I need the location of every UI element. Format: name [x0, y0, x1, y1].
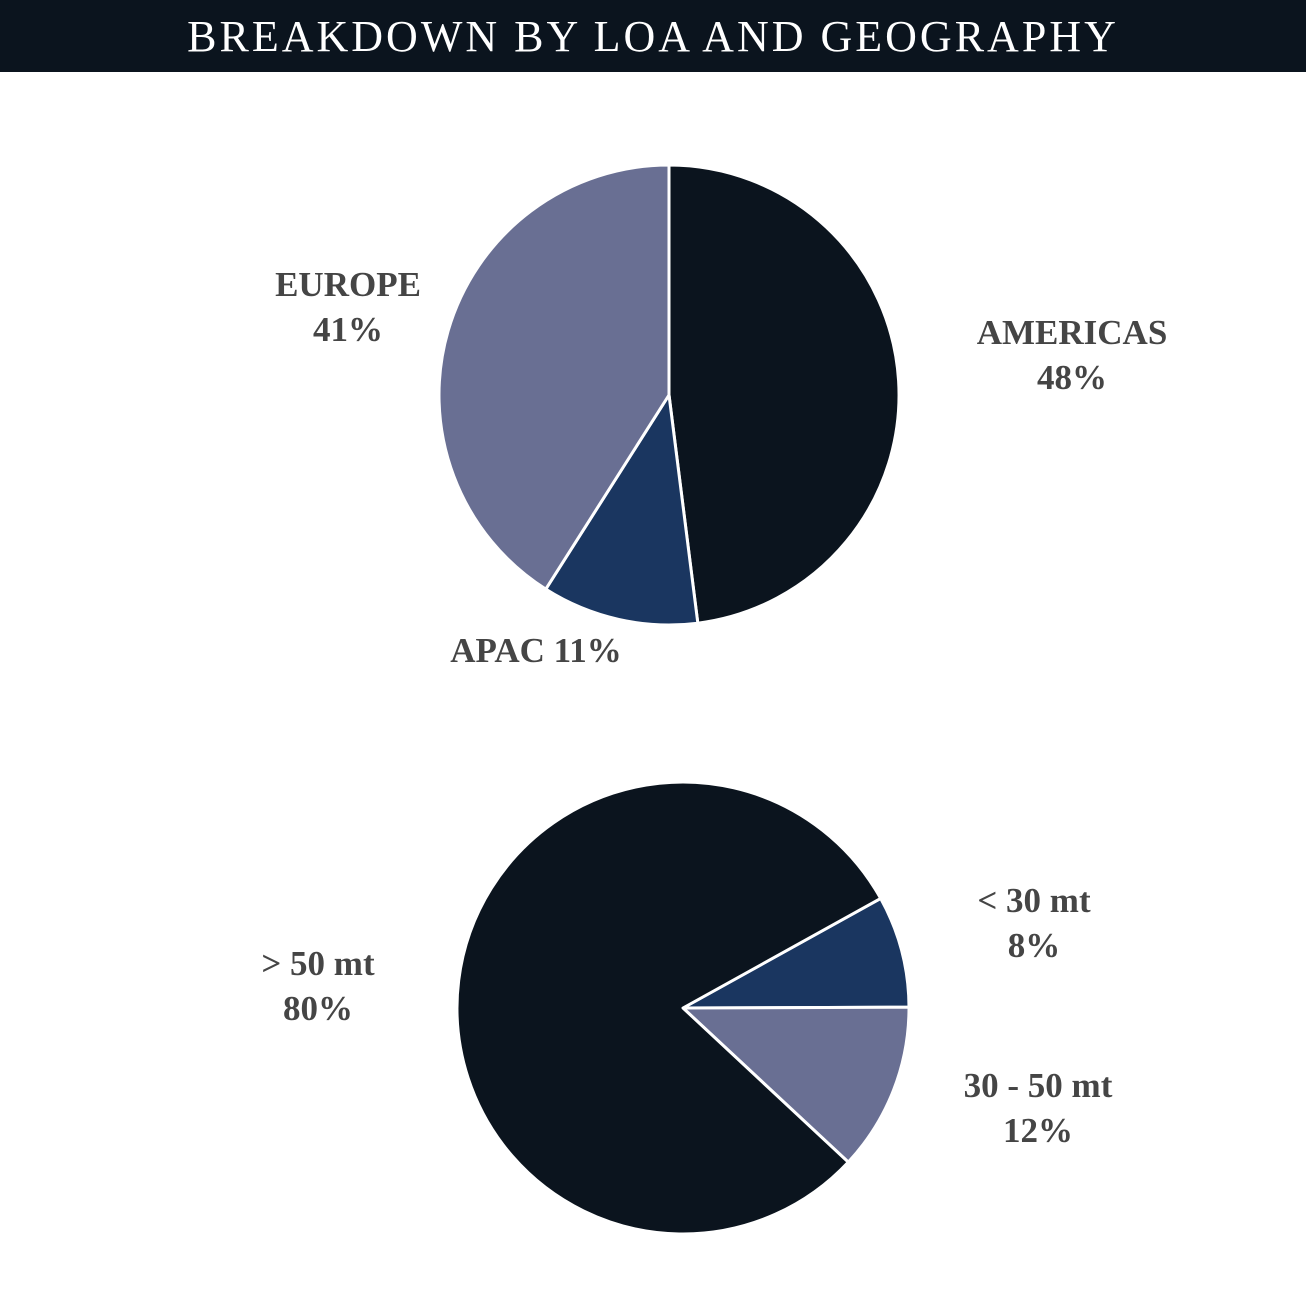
slice-label-apac: APAC 11%	[450, 628, 621, 673]
slice-label-apac-value: 11%	[553, 631, 622, 670]
geography-slice-1	[544, 393, 700, 627]
loa-slice-0	[681, 896, 911, 1010]
slice-label-americas: AMERICAS 48%	[977, 310, 1168, 400]
loa-pie-chart: < 30 mt 8% 30 - 50 mt 12% > 50 mt 80%	[0, 740, 1306, 1300]
slice-label-30-50-name: 30 - 50 mt	[963, 1066, 1113, 1105]
geography-slice-0	[667, 163, 901, 625]
slice-label-30-50: 30 - 50 mt 12%	[964, 1063, 1113, 1153]
loa-slice-2	[455, 780, 883, 1236]
slice-label-over-50-name: > 50 mt	[261, 944, 375, 983]
loa-pie-svg	[455, 780, 911, 1236]
slice-label-americas-value: 48%	[1036, 358, 1107, 397]
slice-label-europe-name: EUROPE	[275, 265, 421, 304]
geography-slice-2	[437, 163, 671, 591]
slice-label-over-50: > 50 mt 80%	[261, 941, 374, 1031]
slice-label-under-30-name: < 30 mt	[977, 881, 1091, 920]
slice-label-under-30-value: 8%	[1007, 926, 1061, 965]
slice-label-europe-value: 41%	[312, 310, 383, 349]
geography-pie-svg	[437, 163, 901, 627]
slice-label-americas-name: AMERICAS	[976, 313, 1168, 352]
page-title: BREAKDOWN BY LOA AND GEOGRAPHY	[187, 11, 1119, 61]
slice-label-europe: EUROPE 41%	[275, 262, 421, 352]
slice-label-under-30: < 30 mt 8%	[977, 878, 1090, 968]
geography-pie-chart: EUROPE 41% AMERICAS 48% APAC 11%	[0, 120, 1306, 680]
loa-slice-1	[681, 1005, 911, 1164]
slice-label-over-50-value: 80%	[282, 989, 353, 1028]
slice-label-apac-name: APAC	[450, 631, 545, 670]
slice-label-30-50-value: 12%	[1003, 1111, 1073, 1150]
header-bar: BREAKDOWN BY LOA AND GEOGRAPHY	[0, 0, 1306, 72]
